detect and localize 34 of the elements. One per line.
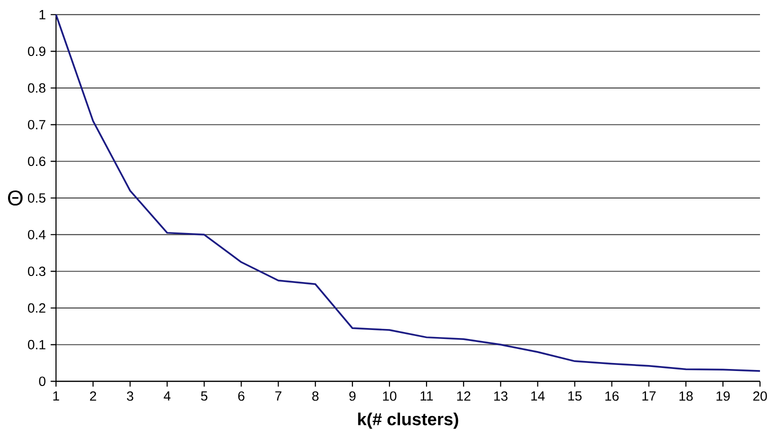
x-tick-label: 16 xyxy=(605,391,619,401)
y-tick-label: 0.2 xyxy=(28,303,46,313)
line-series xyxy=(55,14,761,372)
x-tick-label: 1 xyxy=(53,391,60,401)
x-tick-label: 17 xyxy=(642,391,656,401)
y-tick-label: 0.4 xyxy=(28,230,46,240)
x-tick-label: 10 xyxy=(383,391,396,401)
x-tick-label: 12 xyxy=(457,391,470,401)
x-tick-label: 9 xyxy=(349,391,356,401)
y-tick-label: 1 xyxy=(40,10,46,20)
x-tick-label: 20 xyxy=(753,391,767,401)
y-tick-label: 0.6 xyxy=(28,156,46,166)
x-tick-label: 19 xyxy=(716,391,730,401)
x-tick-label: 8 xyxy=(312,391,319,401)
y-tick-label: 0 xyxy=(39,376,46,386)
x-tick-label: 2 xyxy=(90,391,96,401)
x-tick-label: 14 xyxy=(531,391,545,401)
y-axis-title: Θ xyxy=(8,190,23,206)
y-tick-label: 0.1 xyxy=(28,340,46,350)
x-tick-label: 13 xyxy=(494,391,508,401)
x-tick-label: 5 xyxy=(201,391,208,401)
x-tick-label: 4 xyxy=(164,391,170,401)
x-tick-label: 6 xyxy=(238,391,244,401)
x-tick-label: 18 xyxy=(680,391,693,401)
y-tick-label: 0.9 xyxy=(28,46,46,56)
x-axis-title: k(# clusters) xyxy=(358,412,458,429)
x-tick-label: 11 xyxy=(420,391,433,401)
x-tick-label: 15 xyxy=(568,391,582,401)
y-tick-label: 0.3 xyxy=(28,266,46,276)
x-tick-label: 7 xyxy=(275,391,282,401)
y-tick-label: 0.5 xyxy=(28,193,46,203)
y-tick-label: 0.7 xyxy=(28,120,46,130)
x-tick-label: 3 xyxy=(126,391,134,401)
y-tick-label: 0.8 xyxy=(28,83,46,93)
